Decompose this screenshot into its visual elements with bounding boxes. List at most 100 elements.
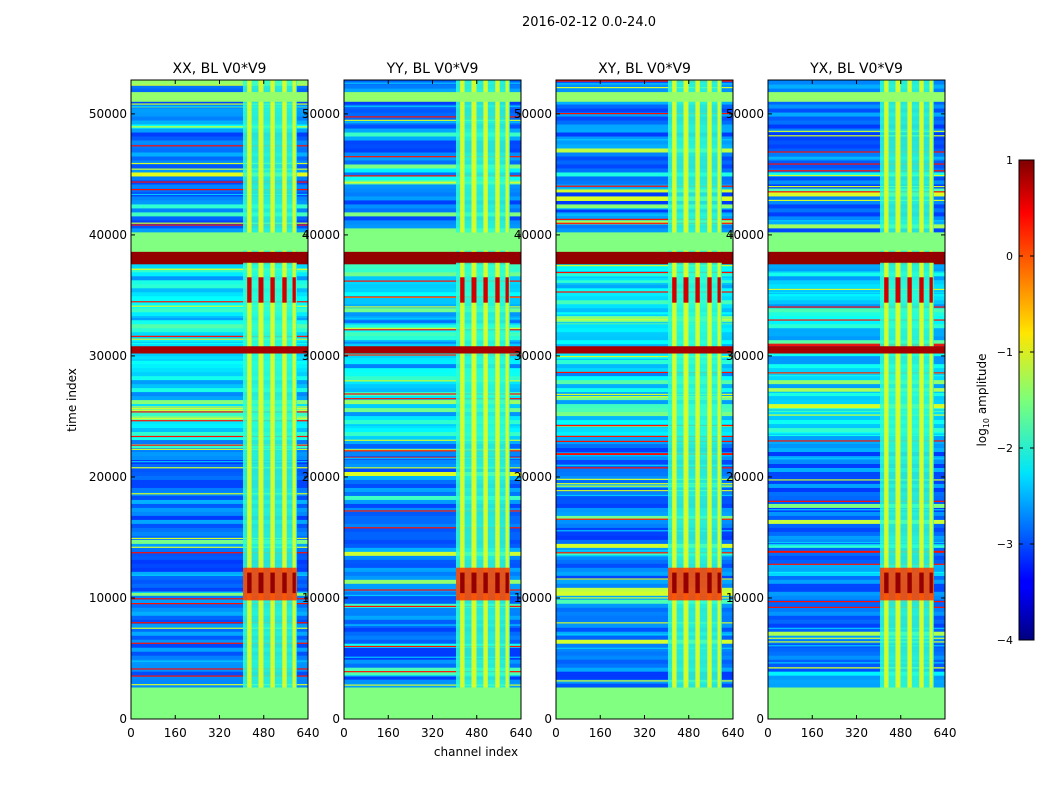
time-band bbox=[768, 159, 945, 165]
flag-line bbox=[344, 354, 521, 356]
y-tick-label: 20000 bbox=[89, 470, 127, 484]
time-band bbox=[344, 359, 521, 365]
x-tick-label: 480 bbox=[252, 726, 275, 740]
time-band bbox=[131, 467, 308, 472]
time-band bbox=[344, 187, 521, 193]
saturated-cell bbox=[907, 572, 912, 594]
time-band bbox=[768, 663, 945, 668]
flag-line bbox=[768, 551, 945, 553]
time-band bbox=[131, 271, 308, 277]
time-band bbox=[344, 355, 521, 361]
saturated-cell bbox=[895, 572, 901, 594]
y-tick-label: 50000 bbox=[302, 107, 340, 121]
flag-line bbox=[131, 627, 308, 629]
time-band bbox=[556, 151, 733, 157]
time-band bbox=[131, 635, 308, 640]
time-band bbox=[344, 175, 521, 181]
time-band bbox=[131, 479, 308, 484]
time-band bbox=[768, 151, 945, 157]
time-band bbox=[344, 511, 521, 516]
time-band bbox=[131, 623, 308, 628]
y-tick-label: 0 bbox=[756, 712, 764, 726]
flag-line bbox=[131, 335, 308, 337]
time-band bbox=[556, 311, 733, 317]
time-band bbox=[131, 387, 308, 393]
time-band bbox=[556, 411, 733, 417]
saturated-cell bbox=[884, 572, 889, 594]
x-axis-label: channel index bbox=[434, 745, 518, 759]
time-band bbox=[768, 355, 945, 361]
time-band-flat bbox=[131, 687, 308, 719]
time-band bbox=[131, 563, 308, 568]
flag-line bbox=[556, 647, 733, 649]
rfi-channel-bar bbox=[695, 80, 700, 719]
time-band bbox=[768, 263, 945, 269]
flag-line bbox=[768, 541, 945, 544]
time-band bbox=[131, 599, 308, 604]
colorbar-label-sub: 10 bbox=[982, 418, 991, 428]
panel-title: YX, BL V0*V9 bbox=[809, 61, 903, 77]
time-band bbox=[344, 411, 521, 417]
time-band bbox=[131, 655, 308, 660]
time-band bbox=[768, 143, 945, 149]
flag-line bbox=[344, 656, 521, 658]
time-band bbox=[768, 479, 945, 484]
time-band bbox=[131, 323, 308, 329]
panel-title: XY, BL V0*V9 bbox=[598, 61, 691, 77]
time-band bbox=[556, 559, 733, 564]
time-band bbox=[344, 659, 521, 664]
time-band bbox=[131, 335, 308, 341]
time-band bbox=[344, 643, 521, 648]
time-band bbox=[344, 207, 521, 213]
time-band bbox=[344, 287, 521, 293]
time-band bbox=[768, 223, 945, 229]
time-band bbox=[556, 535, 733, 540]
flag-line bbox=[768, 343, 945, 345]
time-band bbox=[556, 615, 733, 620]
time-band bbox=[344, 595, 521, 600]
time-band bbox=[131, 531, 308, 536]
time-band bbox=[556, 207, 733, 213]
time-band-flat bbox=[131, 232, 308, 251]
saturated-cell bbox=[247, 277, 252, 303]
flag-line bbox=[768, 135, 945, 137]
flag-line bbox=[131, 301, 308, 303]
time-band bbox=[768, 511, 945, 516]
time-band bbox=[344, 663, 521, 668]
time-band bbox=[768, 115, 945, 121]
y-tick-label: 20000 bbox=[514, 470, 552, 484]
time-band bbox=[344, 615, 521, 620]
flag-line bbox=[131, 305, 308, 307]
time-band bbox=[556, 359, 733, 365]
time-band bbox=[556, 179, 733, 185]
time-band bbox=[556, 435, 733, 441]
flag-line bbox=[131, 668, 308, 670]
flag-line bbox=[556, 222, 733, 224]
time-band bbox=[344, 483, 521, 488]
time-band bbox=[344, 535, 521, 540]
time-band bbox=[131, 619, 308, 624]
time-band bbox=[344, 223, 521, 229]
time-band bbox=[556, 375, 733, 381]
flag-line bbox=[344, 306, 521, 308]
time-band bbox=[344, 367, 521, 373]
flag-line bbox=[768, 163, 945, 165]
flag-line bbox=[556, 680, 733, 682]
flag-line bbox=[131, 385, 308, 387]
panel-title: XX, BL V0*V9 bbox=[173, 61, 267, 77]
flag-line bbox=[556, 485, 733, 487]
time-band-flat bbox=[768, 251, 945, 263]
time-band bbox=[344, 451, 521, 457]
time-band bbox=[768, 179, 945, 185]
time-band bbox=[131, 475, 308, 480]
time-band bbox=[556, 159, 733, 165]
time-band bbox=[556, 87, 733, 93]
flag-line bbox=[556, 490, 733, 492]
saturated-cell bbox=[495, 277, 500, 303]
time-band bbox=[344, 443, 521, 449]
time-band bbox=[768, 375, 945, 381]
time-band bbox=[556, 659, 733, 664]
time-band bbox=[768, 187, 945, 193]
time-band bbox=[131, 431, 308, 437]
time-band bbox=[344, 607, 521, 612]
